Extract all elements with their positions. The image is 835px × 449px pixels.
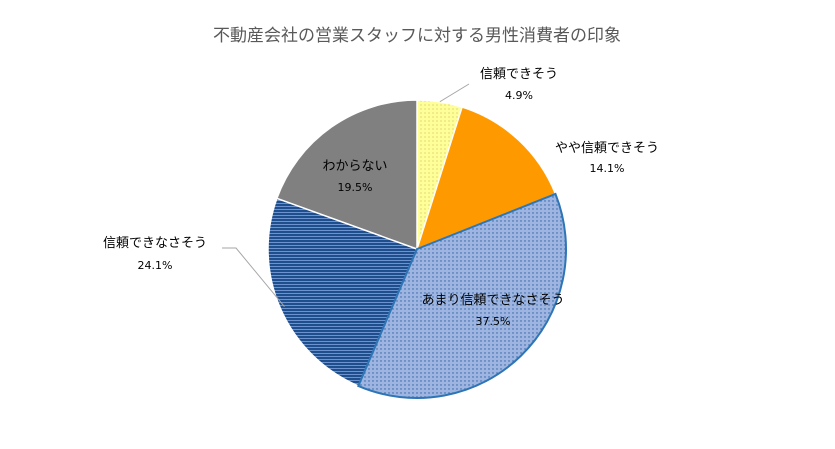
slice-value-label: 4.9%	[505, 89, 533, 102]
label-group-unknown: わからない 19.5%	[322, 159, 387, 194]
slice-label: わからない	[322, 159, 387, 174]
label-group-not-very-trust: あまり信頼できなさそう 37.5%	[421, 293, 564, 328]
slice-label: 信頼できなさそう	[103, 236, 207, 251]
slice-label: 信頼できそう	[480, 67, 558, 82]
slice-not-very-trust	[356, 192, 567, 399]
slice-value-label: 37.5%	[476, 315, 511, 328]
slice-value-label: 19.5%	[338, 181, 373, 194]
slice-value-label: 14.1%	[590, 162, 625, 175]
slice-not-trust	[267, 197, 419, 387]
slice-label: やや信頼できそう	[555, 141, 659, 156]
slice-label: あまり信頼できなさそう	[421, 293, 564, 308]
slice-value-label: 24.1%	[138, 259, 173, 272]
slice-somewhat-trust	[415, 106, 557, 251]
label-group-not-trust: 信頼できなさそう 24.1%	[103, 236, 207, 272]
slice-unknown	[275, 99, 418, 251]
chart-title: 不動産会社の営業スタッフに対する男性消費者の印象	[213, 26, 621, 46]
leader-line-not-trust	[222, 247, 285, 307]
label-group-trust: 信頼できそう 4.9%	[480, 67, 558, 102]
label-group-somewhat-trust: やや信頼できそう 14.1%	[555, 141, 659, 175]
leader-line-trust	[439, 83, 470, 103]
